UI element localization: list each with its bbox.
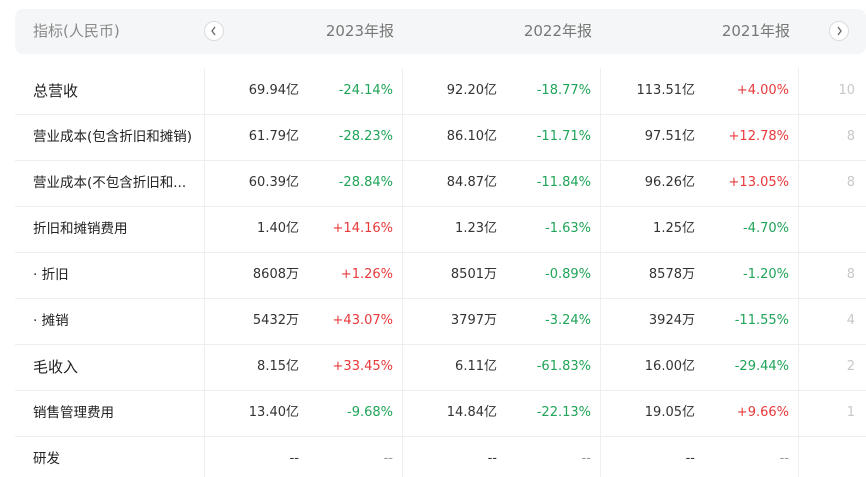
column-divider bbox=[798, 68, 799, 477]
value-cell: 5432万 bbox=[252, 313, 299, 328]
truncated-value-cell: 8 bbox=[846, 267, 855, 282]
row-label: 总营收 bbox=[33, 82, 79, 100]
change-cell: -11.71% bbox=[536, 129, 591, 144]
row-label: 营业成本(不包含折旧和... bbox=[33, 175, 187, 191]
value-cell: 60.39亿 bbox=[248, 175, 299, 190]
value-cell: -- bbox=[685, 451, 695, 466]
value-cell: 8501万 bbox=[450, 267, 497, 282]
value-cell: 14.84亿 bbox=[446, 405, 497, 420]
column-divider bbox=[600, 68, 601, 477]
change-cell: -28.23% bbox=[338, 129, 393, 144]
value-cell: 1.40亿 bbox=[257, 221, 299, 236]
value-cell: 3797万 bbox=[450, 313, 497, 328]
truncated-value-cell: 1 bbox=[846, 405, 855, 420]
change-cell: -61.83% bbox=[536, 359, 591, 374]
value-cell: -- bbox=[289, 451, 299, 466]
table-header: 指标(人民币) 2023年报 2022年报 2021年报 bbox=[15, 9, 866, 54]
change-cell: -- bbox=[779, 451, 789, 466]
column-divider bbox=[204, 68, 205, 477]
value-cell: 3924万 bbox=[648, 313, 695, 328]
prev-period-button[interactable] bbox=[204, 21, 224, 41]
table-row[interactable]: 销售管理费用 13.40亿 -9.68% 14.84亿 -22.13% 19.05亿 +9.… bbox=[15, 390, 866, 437]
change-cell: -24.14% bbox=[338, 83, 393, 98]
change-cell: -28.84% bbox=[338, 175, 393, 190]
value-cell: 13.40亿 bbox=[248, 405, 299, 420]
truncated-value-cell: 2 bbox=[846, 359, 855, 374]
row-label: 销售管理费用 bbox=[33, 405, 114, 421]
change-cell: +12.78% bbox=[728, 129, 789, 144]
change-cell: +13.05% bbox=[728, 175, 789, 190]
change-cell: -18.77% bbox=[536, 83, 591, 98]
value-cell: 61.79亿 bbox=[248, 129, 299, 144]
change-cell: -11.84% bbox=[536, 175, 591, 190]
year-header-2022: 2022年报 bbox=[523, 22, 592, 40]
change-cell: -3.24% bbox=[545, 313, 591, 328]
change-cell: +4.00% bbox=[736, 83, 789, 98]
value-cell: 1.23亿 bbox=[455, 221, 497, 236]
chevron-right-icon bbox=[837, 26, 842, 36]
row-label: · 折旧 bbox=[33, 267, 69, 283]
financial-table: 总营收 69.94亿 -24.14% 92.20亿 -18.77% 113.51亿 +4.0… bbox=[15, 68, 866, 477]
row-label: 折旧和摊销费用 bbox=[33, 221, 128, 237]
table-row[interactable]: 折旧和摊销费用 1.40亿 +14.16% 1.23亿 -1.63% 1.25亿 -4.70… bbox=[15, 206, 866, 253]
row-label: · 摊销 bbox=[33, 313, 69, 329]
truncated-value-cell: 8 bbox=[846, 129, 855, 144]
value-cell: 1.25亿 bbox=[653, 221, 695, 236]
value-cell: 16.00亿 bbox=[644, 359, 695, 374]
change-cell: -29.44% bbox=[734, 359, 789, 374]
table-row[interactable]: 研发 -- -- -- -- -- -- bbox=[15, 436, 866, 477]
value-cell: 86.10亿 bbox=[446, 129, 497, 144]
value-cell: 96.26亿 bbox=[644, 175, 695, 190]
year-header-2021: 2021年报 bbox=[721, 22, 790, 40]
row-label: 研发 bbox=[33, 451, 60, 467]
value-cell: 19.05亿 bbox=[644, 405, 695, 420]
value-cell: 69.94亿 bbox=[248, 83, 299, 98]
table-row[interactable]: 毛收入 8.15亿 +33.45% 6.11亿 -61.83% 16.00亿 -29.44%… bbox=[15, 344, 866, 391]
truncated-value-cell bbox=[815, 206, 855, 252]
value-cell: 6.11亿 bbox=[455, 359, 497, 374]
table-row[interactable]: 总营收 69.94亿 -24.14% 92.20亿 -18.77% 113.51亿 +4.0… bbox=[15, 68, 866, 115]
row-label: 毛收入 bbox=[33, 358, 79, 376]
truncated-value-cell bbox=[815, 436, 855, 477]
value-cell: 8578万 bbox=[648, 267, 695, 282]
row-label: 营业成本(包含折旧和摊销) bbox=[33, 129, 193, 145]
chevron-left-icon bbox=[211, 26, 216, 36]
table-row[interactable]: · 折旧 8608万 +1.26% 8501万 -0.89% 8578万 -1.20% 8 bbox=[15, 252, 866, 299]
change-cell: -9.68% bbox=[347, 405, 393, 420]
change-cell: -4.70% bbox=[743, 221, 789, 236]
change-cell: -22.13% bbox=[536, 405, 591, 420]
next-period-button[interactable] bbox=[829, 21, 849, 41]
value-cell: 8608万 bbox=[252, 267, 299, 282]
truncated-value-cell: 10 bbox=[838, 83, 855, 98]
change-cell: +33.45% bbox=[332, 359, 393, 374]
change-cell: -11.55% bbox=[734, 313, 789, 328]
column-divider bbox=[402, 68, 403, 477]
change-cell: -1.20% bbox=[743, 267, 789, 282]
truncated-value-cell: 8 bbox=[846, 175, 855, 190]
table-row[interactable]: · 摊销 5432万 +43.07% 3797万 -3.24% 3924万 -11.55% 4 bbox=[15, 298, 866, 345]
change-cell: +43.07% bbox=[332, 313, 393, 328]
change-cell: +14.16% bbox=[332, 221, 393, 236]
value-cell: 92.20亿 bbox=[446, 83, 497, 98]
change-cell: -- bbox=[581, 451, 591, 466]
change-cell: +1.26% bbox=[340, 267, 393, 282]
table-row[interactable]: 营业成本(不包含折旧和... 60.39亿 -28.84% 84.87亿 -11.84%… bbox=[15, 160, 866, 207]
truncated-value-cell: 4 bbox=[846, 313, 855, 328]
value-cell: 113.51亿 bbox=[636, 83, 696, 98]
year-header-2023: 2023年报 bbox=[325, 22, 394, 40]
value-cell: 97.51亿 bbox=[644, 129, 695, 144]
change-cell: -- bbox=[383, 451, 393, 466]
indicator-label: 指标(人民币) bbox=[33, 22, 120, 40]
value-cell: 84.87亿 bbox=[446, 175, 497, 190]
change-cell: -1.63% bbox=[545, 221, 591, 236]
change-cell: -0.89% bbox=[545, 267, 591, 282]
table-row[interactable]: 营业成本(包含折旧和摊销) 61.79亿 -28.23% 86.10亿 -11.71% 9… bbox=[15, 114, 866, 161]
value-cell: -- bbox=[487, 451, 497, 466]
change-cell: +9.66% bbox=[736, 405, 789, 420]
value-cell: 8.15亿 bbox=[257, 359, 299, 374]
